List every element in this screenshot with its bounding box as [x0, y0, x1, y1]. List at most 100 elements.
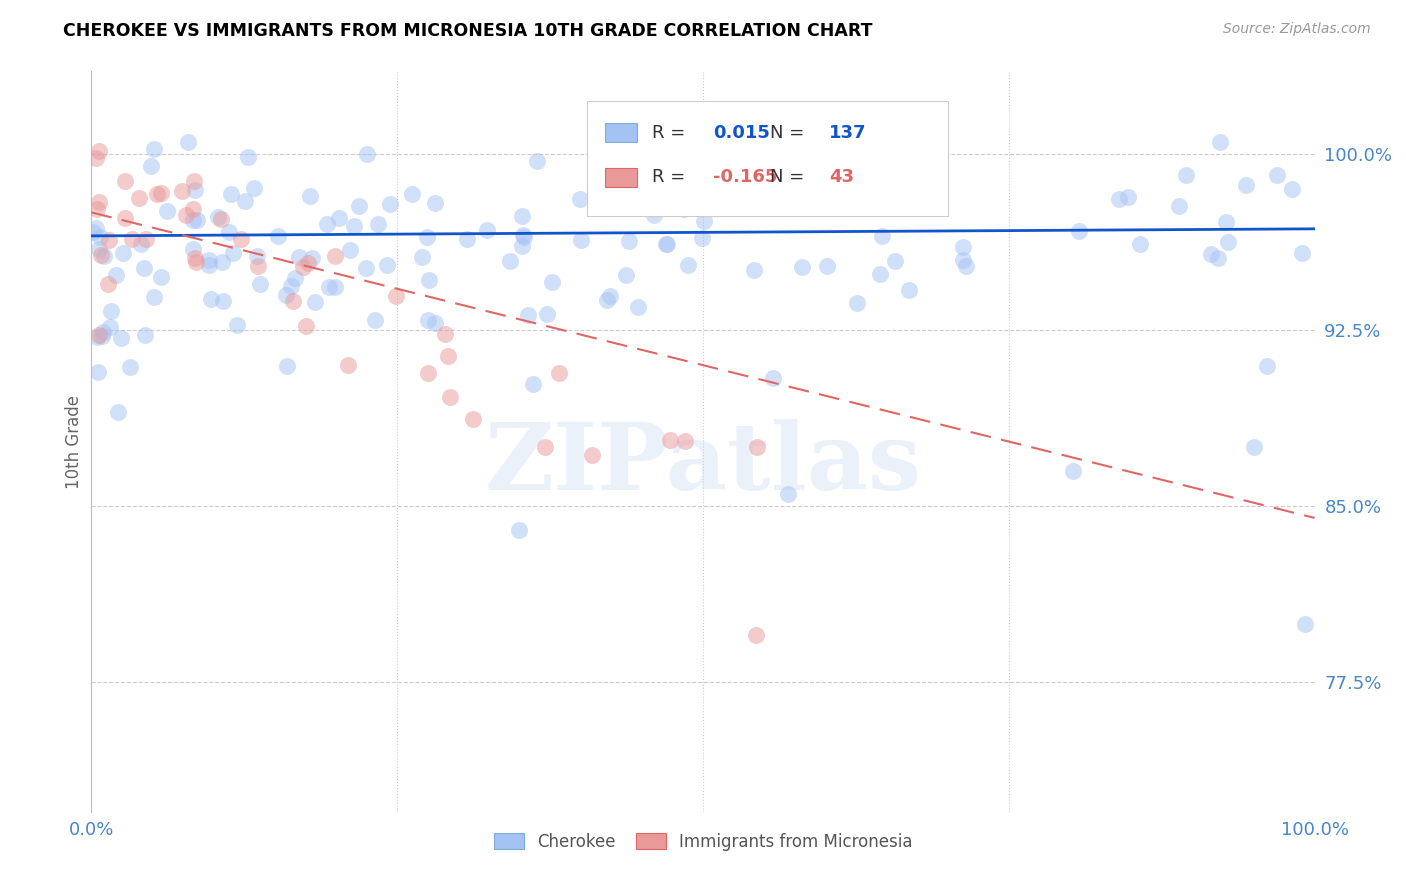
Point	[846, 296, 869, 310]
Point	[626, 301, 648, 315]
Point	[342, 219, 364, 233]
Text: R =: R =	[651, 169, 690, 186]
Point	[339, 244, 361, 258]
Point	[516, 308, 538, 322]
Point	[508, 523, 530, 537]
Point	[744, 262, 766, 277]
Point	[461, 412, 484, 426]
Point	[433, 326, 456, 341]
Point	[181, 213, 204, 227]
Point	[1116, 189, 1139, 203]
Point	[1243, 441, 1265, 455]
Point	[375, 258, 398, 272]
Text: R =: R =	[651, 124, 690, 142]
Point	[323, 280, 346, 294]
Point	[170, 184, 193, 198]
Point	[477, 223, 499, 237]
Point	[354, 260, 377, 275]
Text: N =: N =	[770, 124, 810, 142]
Point	[690, 231, 713, 245]
Point	[581, 448, 603, 462]
Text: N =: N =	[770, 169, 810, 186]
Point	[134, 260, 156, 275]
Point	[347, 199, 370, 213]
Point	[693, 213, 716, 227]
Point	[672, 202, 695, 217]
Point	[121, 232, 143, 246]
Point	[1208, 252, 1230, 266]
Point	[87, 243, 110, 257]
Point	[439, 390, 461, 404]
Point	[249, 277, 271, 292]
Point	[657, 161, 679, 175]
Point	[659, 433, 682, 447]
Point	[299, 189, 322, 203]
Point	[1067, 224, 1090, 238]
Point	[318, 280, 340, 294]
Point	[356, 146, 378, 161]
Point	[134, 327, 156, 342]
Point	[367, 218, 389, 232]
FancyBboxPatch shape	[605, 168, 637, 186]
Point	[815, 259, 838, 273]
Point	[100, 304, 122, 318]
Point	[510, 239, 533, 253]
Point	[1291, 246, 1313, 260]
Point	[231, 231, 253, 245]
Legend: Cherokee, Immigrants from Micronesia: Cherokee, Immigrants from Micronesia	[485, 824, 921, 859]
Point	[246, 249, 269, 263]
Point	[860, 156, 883, 170]
Point	[291, 260, 314, 274]
Point	[104, 268, 127, 282]
Point	[870, 229, 893, 244]
Point	[197, 253, 219, 268]
Point	[596, 293, 619, 308]
Point	[614, 268, 637, 282]
Point	[384, 289, 406, 303]
Point	[534, 441, 557, 455]
Point	[416, 229, 439, 244]
Point	[107, 405, 129, 419]
Point	[89, 229, 111, 244]
Point	[425, 316, 447, 330]
Point	[233, 194, 256, 209]
Text: 0.015: 0.015	[713, 124, 769, 142]
Point	[1294, 616, 1316, 631]
Point	[128, 191, 150, 205]
Point	[778, 487, 800, 501]
Point	[141, 159, 163, 173]
Point	[87, 145, 110, 159]
Point	[226, 318, 249, 332]
Point	[110, 330, 132, 344]
Point	[90, 248, 112, 262]
Point	[209, 211, 232, 226]
Point	[301, 251, 323, 265]
Point	[425, 196, 447, 211]
Point	[678, 259, 700, 273]
Point	[247, 259, 270, 273]
Point	[1256, 359, 1278, 373]
Point	[120, 359, 142, 374]
Point	[288, 250, 311, 264]
Point	[631, 178, 654, 193]
Point	[522, 376, 544, 391]
Text: 137: 137	[830, 124, 866, 142]
Point	[207, 211, 229, 225]
Point	[176, 208, 198, 222]
Point	[266, 229, 288, 244]
Point	[1167, 199, 1189, 213]
Point	[643, 208, 665, 222]
Point	[86, 202, 108, 216]
Point	[512, 230, 534, 244]
Point	[276, 359, 298, 374]
Text: -0.165: -0.165	[713, 169, 778, 186]
Point	[91, 329, 114, 343]
Point	[869, 267, 891, 281]
Point	[657, 236, 679, 251]
Point	[98, 233, 121, 247]
Point	[745, 440, 768, 454]
Point	[526, 153, 548, 168]
Point	[1267, 169, 1289, 183]
Point	[952, 253, 974, 268]
Point	[198, 258, 221, 272]
